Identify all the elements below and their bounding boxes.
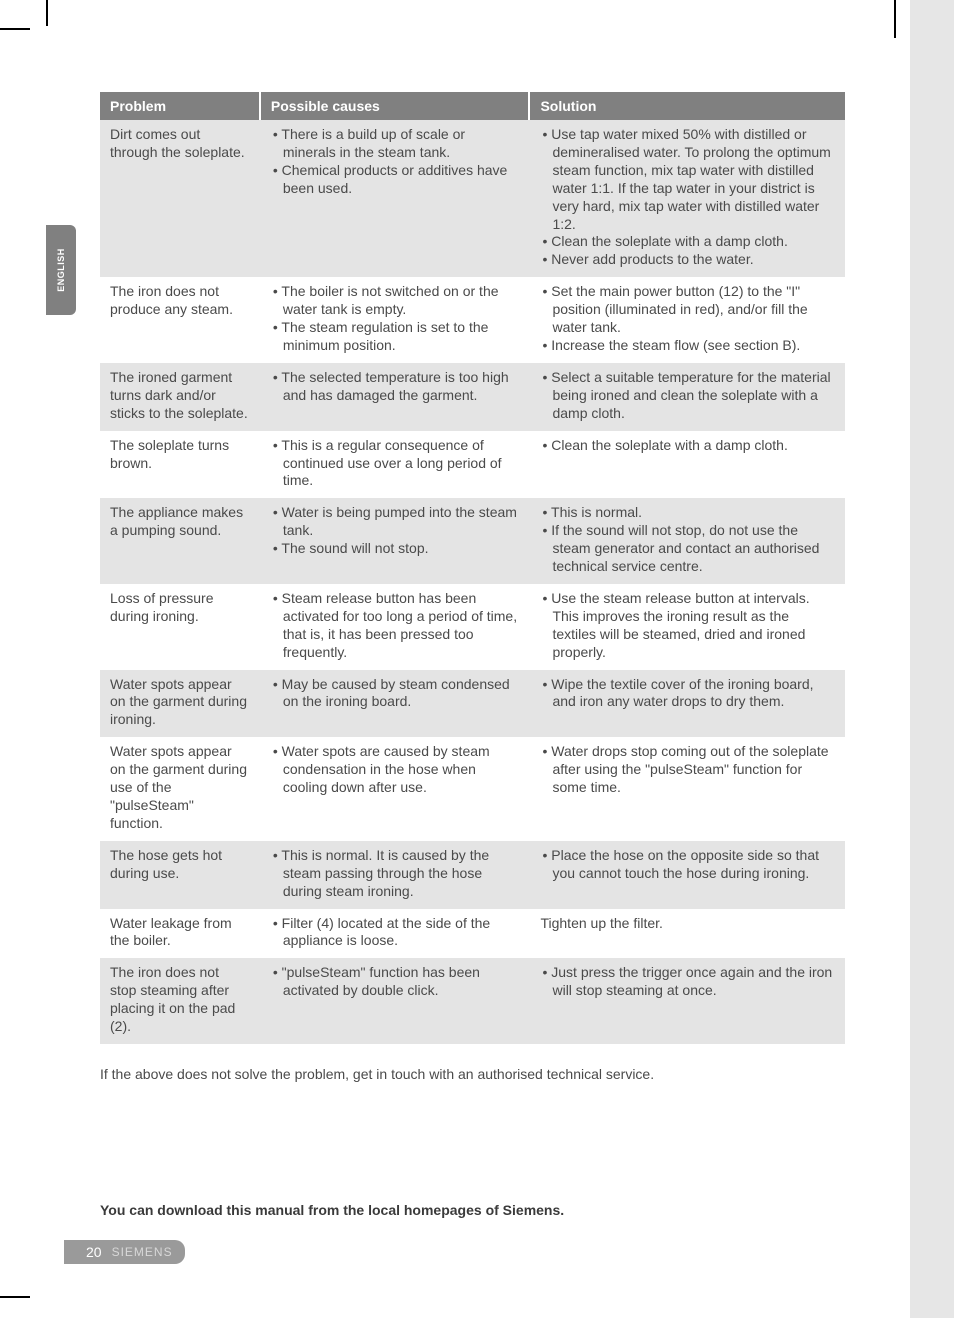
page-number: 20: [86, 1244, 102, 1260]
cause-item: The steam regulation is set to the minim…: [271, 319, 519, 355]
table-row: Water leakage from the boiler. Filter (4)…: [100, 909, 845, 959]
table-row: The ironed garment turns dark and/or sti…: [100, 363, 845, 431]
table-row: The iron does not stop steaming after pl…: [100, 958, 845, 1044]
cell-solution: Tighten up the filter.: [529, 909, 845, 959]
language-tab-label: ENGLISH: [56, 248, 66, 292]
cell-causes: "pulseSteam" function has been activated…: [260, 958, 530, 1044]
solution-item: Never add products to the water.: [540, 251, 834, 269]
solution-item: Place the hose on the opposite side so t…: [540, 847, 834, 883]
cell-causes: Water is being pumped into the steam tan…: [260, 498, 530, 584]
footer: 20 SIEMENS: [64, 1240, 185, 1264]
col-header-problem: Problem: [100, 92, 260, 120]
table-row: The soleplate turns brown.This is a regu…: [100, 431, 845, 499]
table-row: The hose gets hot during use.This is nor…: [100, 841, 845, 909]
cell-causes: Water spots are caused by steam condensa…: [260, 737, 530, 841]
solution-item: Use tap water mixed 50% with distilled o…: [540, 126, 834, 233]
cell-causes: Filter (4) located at the side of the ap…: [260, 909, 530, 959]
cell-causes: The selected temperature is too high and…: [260, 363, 530, 431]
cell-problem: The soleplate turns brown.: [100, 431, 260, 499]
cause-item: This is a regular consequence of continu…: [271, 437, 519, 491]
cause-item: Steam release button has been activated …: [271, 590, 519, 662]
crop-mark: [0, 1296, 30, 1298]
crop-mark: [46, 0, 48, 26]
cell-problem: The iron does not produce any steam.: [100, 277, 260, 363]
cell-solution: Wipe the textile cover of the ironing bo…: [529, 670, 845, 738]
cause-item: Chemical products or additives have been…: [271, 162, 519, 198]
cell-causes: There is a build up of scale or minerals…: [260, 120, 530, 277]
solution-item: Use the steam release button at interval…: [540, 590, 834, 662]
col-header-solution: Solution: [529, 92, 845, 120]
solution-item: Set the main power button (12) to the "I…: [540, 283, 834, 337]
solution-item: This is normal.: [540, 504, 834, 522]
crop-mark: [0, 28, 30, 30]
cell-solution: Use the steam release button at interval…: [529, 584, 845, 670]
solution-item: Water drops stop coming out of the solep…: [540, 743, 834, 797]
page: ENGLISH Problem Possible causes Solution…: [0, 0, 954, 1318]
cell-solution: This is normal.If the sound will not sto…: [529, 498, 845, 584]
cause-item: Water spots are caused by steam condensa…: [271, 743, 519, 797]
cause-item: The boiler is not switched on or the wat…: [271, 283, 519, 319]
cell-problem: The iron does not stop steaming after pl…: [100, 958, 260, 1044]
table-row: Dirt comes out through the soleplate. The…: [100, 120, 845, 277]
cell-solution: Water drops stop coming out of the solep…: [529, 737, 845, 841]
cause-item: Water is being pumped into the steam tan…: [271, 504, 519, 540]
solution-item: Wipe the textile cover of the ironing bo…: [540, 676, 834, 712]
download-note: You can download this manual from the lo…: [100, 1202, 846, 1218]
cause-item: The selected temperature is too high and…: [271, 369, 519, 405]
col-header-causes: Possible causes: [260, 92, 530, 120]
solution-item: Clean the soleplate with a damp cloth.: [540, 437, 834, 455]
content-area: Problem Possible causes Solution Dirt co…: [100, 92, 846, 1218]
table-row: Loss of pressure during ironing.Steam re…: [100, 584, 845, 670]
cell-problem: Dirt comes out through the soleplate.: [100, 120, 260, 277]
table-row: The iron does not produce any steam. The …: [100, 277, 845, 363]
crop-mark: [894, 0, 896, 38]
table-row: The appliance makes a pumping sound. Wate…: [100, 498, 845, 584]
cell-problem: The appliance makes a pumping sound.: [100, 498, 260, 584]
solution-item: Clean the soleplate with a damp cloth.: [540, 233, 834, 251]
cell-solution: Select a suitable temperature for the ma…: [529, 363, 845, 431]
page-number-badge: 20 SIEMENS: [64, 1240, 185, 1264]
cell-solution: Set the main power button (12) to the "I…: [529, 277, 845, 363]
cause-item: There is a build up of scale or minerals…: [271, 126, 519, 162]
solution-item: Increase the steam flow (see section B).: [540, 337, 834, 355]
cell-problem: The ironed garment turns dark and/or sti…: [100, 363, 260, 431]
after-table-note: If the above does not solve the problem,…: [100, 1066, 846, 1082]
troubleshooting-table: Problem Possible causes Solution Dirt co…: [100, 92, 846, 1044]
cell-problem: Water spots appear on the garment during…: [100, 670, 260, 738]
cell-solution: Clean the soleplate with a damp cloth.: [529, 431, 845, 499]
table-row: Water spots appear on the garment during…: [100, 737, 845, 841]
brand-label: SIEMENS: [112, 1245, 173, 1259]
cell-solution: Place the hose on the opposite side so t…: [529, 841, 845, 909]
cause-item: This is normal. It is caused by the stea…: [271, 847, 519, 901]
right-gutter: [910, 0, 954, 1318]
language-tab: ENGLISH: [46, 225, 76, 315]
cell-problem: Loss of pressure during ironing.: [100, 584, 260, 670]
cell-causes: This is a regular consequence of continu…: [260, 431, 530, 499]
cell-causes: May be caused by steam condensed on the …: [260, 670, 530, 738]
cell-causes: This is normal. It is caused by the stea…: [260, 841, 530, 909]
cell-problem: Water leakage from the boiler.: [100, 909, 260, 959]
table-row: Water spots appear on the garment during…: [100, 670, 845, 738]
cell-problem: The hose gets hot during use.: [100, 841, 260, 909]
table-header-row: Problem Possible causes Solution: [100, 92, 845, 120]
cell-causes: Steam release button has been activated …: [260, 584, 530, 670]
cell-problem: Water spots appear on the garment during…: [100, 737, 260, 841]
cause-item: May be caused by steam condensed on the …: [271, 676, 519, 712]
cause-item: The sound will not stop.: [271, 540, 519, 558]
solution-item: Just press the trigger once again and th…: [540, 964, 834, 1000]
cell-causes: The boiler is not switched on or the wat…: [260, 277, 530, 363]
cell-solution: Use tap water mixed 50% with distilled o…: [529, 120, 845, 277]
cause-item: "pulseSteam" function has been activated…: [271, 964, 519, 1000]
solution-item: Select a suitable temperature for the ma…: [540, 369, 834, 423]
cause-item: Filter (4) located at the side of the ap…: [271, 915, 519, 951]
cell-solution: Just press the trigger once again and th…: [529, 958, 845, 1044]
solution-item: If the sound will not stop, do not use t…: [540, 522, 834, 576]
